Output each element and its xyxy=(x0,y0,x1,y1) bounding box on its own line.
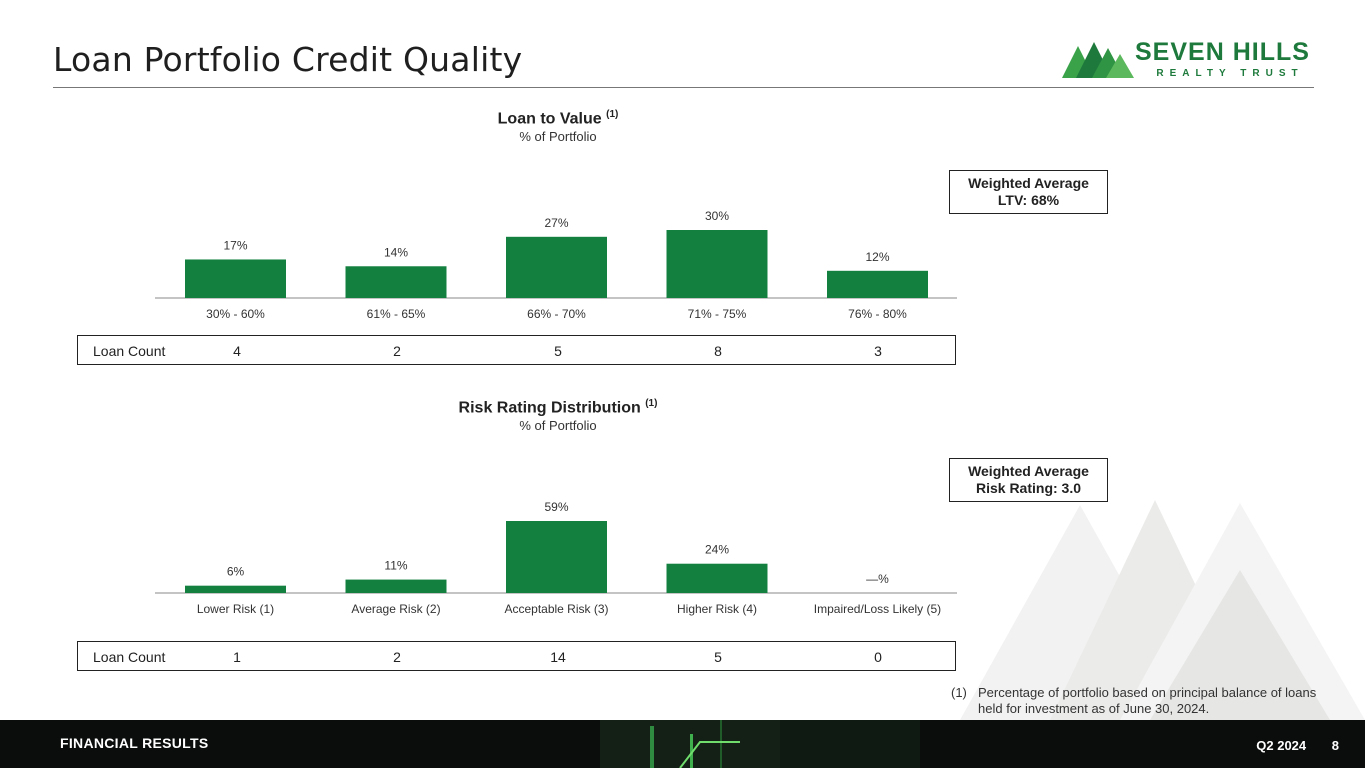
risk-title-footnote: (1) xyxy=(645,398,658,409)
risk-bar xyxy=(185,585,286,593)
footer-bar: FINANCIAL RESULTS Q2 2024 8 xyxy=(0,720,1365,768)
risk-weighted-average-box: Weighted Average Risk Rating: 3.0 xyxy=(949,458,1108,502)
ltv-category-label: 66% - 70% xyxy=(527,307,586,321)
background-mountains xyxy=(960,500,1365,720)
mountains-logo-icon xyxy=(1062,42,1134,78)
footer-meta: Q2 2024 8 xyxy=(1234,738,1339,753)
logo-subtitle: REALTY TRUST xyxy=(1156,68,1304,79)
ltv-loan-count-value: 5 xyxy=(554,343,562,359)
risk-loan-count-value: 14 xyxy=(550,649,566,665)
ltv-title-footnote: (1) xyxy=(606,109,619,120)
footer-period: Q2 2024 xyxy=(1256,738,1307,753)
risk-weighted-average-value: Risk Rating: 3.0 xyxy=(975,480,1082,496)
risk-category-label: Impaired/Loss Likely (5) xyxy=(814,602,941,616)
risk-category-label: Acceptable Risk (3) xyxy=(504,602,608,616)
risk-loan-count-value: 0 xyxy=(874,649,882,665)
risk-chart-title: Risk Rating Distribution (1) xyxy=(459,398,658,417)
risk-loan-count-value: 5 xyxy=(714,649,722,665)
logo-wordmark: SEVEN HILLS xyxy=(1135,38,1310,66)
risk-bar-chart: 6% Lower Risk (1) 11% Average Risk (2) 59% Ac… xyxy=(155,500,957,616)
ltv-loan-count-row: Loan Count 4 2 5 8 3 xyxy=(77,335,956,365)
ltv-bar xyxy=(827,270,928,298)
risk-data-label: —% xyxy=(866,572,889,586)
ltv-category-label: 30% - 60% xyxy=(206,307,265,321)
ltv-data-label: 27% xyxy=(544,216,568,230)
footer-section-label: FINANCIAL RESULTS xyxy=(60,735,209,751)
risk-bar xyxy=(506,521,607,593)
page-number: 8 xyxy=(1331,738,1339,753)
ltv-loan-count-value: 4 xyxy=(233,343,241,359)
risk-loan-count-value: 2 xyxy=(393,649,401,665)
ltv-weighted-average-box: Weighted Average LTV: 68% xyxy=(949,170,1108,214)
risk-data-label: 11% xyxy=(384,559,407,573)
ltv-weighted-average-line1: Weighted Average xyxy=(968,175,1089,191)
ltv-data-label: 30% xyxy=(705,209,729,223)
ltv-weighted-average-value: LTV: 68% xyxy=(997,192,1060,208)
ltv-bar xyxy=(506,236,607,298)
ltv-category-label: 61% - 65% xyxy=(367,307,426,321)
risk-loan-count-value: 1 xyxy=(233,649,241,665)
ltv-chart-title: Loan to Value (1) xyxy=(498,109,619,128)
ltv-bar xyxy=(345,266,447,298)
footer-background-graphic xyxy=(600,720,920,768)
footnote-marker: (1) xyxy=(951,685,967,700)
risk-category-label: Lower Risk (1) xyxy=(197,602,274,616)
ltv-loan-count-label: Loan Count xyxy=(93,343,166,359)
ltv-bar-chart: 17% 30% - 60% 14% 61% - 65% 27% 66% - 70% 30% 7… xyxy=(155,209,957,321)
ltv-title-text: Loan to Value xyxy=(497,110,602,128)
risk-loan-count-row: Loan Count 1 2 14 5 0 xyxy=(77,641,956,671)
title-divider xyxy=(53,87,1314,88)
ltv-bar xyxy=(666,230,768,298)
ltv-data-label: 17% xyxy=(223,238,247,252)
risk-weighted-average-line1: Weighted Average xyxy=(968,463,1089,479)
risk-data-label: 24% xyxy=(705,543,729,557)
ltv-loan-count-value: 3 xyxy=(874,343,882,359)
risk-bar xyxy=(666,563,768,593)
company-logo: SEVEN HILLS REALTY TRUST xyxy=(1062,38,1322,84)
risk-chart-subtitle: % of Portfolio xyxy=(519,418,597,433)
footnote-text: Percentage of portfolio based on princip… xyxy=(978,685,1317,716)
risk-bar xyxy=(345,579,447,593)
ltv-data-label: 12% xyxy=(865,250,889,264)
risk-data-label: 6% xyxy=(227,565,245,579)
risk-title-text: Risk Rating Distribution xyxy=(458,399,641,417)
ltv-loan-count-value: 8 xyxy=(714,343,722,359)
ltv-bar xyxy=(185,259,286,298)
ltv-category-label: 71% - 75% xyxy=(688,307,747,321)
risk-category-label: Average Risk (2) xyxy=(351,602,440,616)
risk-category-label: Higher Risk (4) xyxy=(677,602,757,616)
risk-loan-count-label: Loan Count xyxy=(93,649,166,665)
risk-data-label: 59% xyxy=(544,500,568,514)
ltv-category-label: 76% - 80% xyxy=(848,307,907,321)
page-title: Loan Portfolio Credit Quality xyxy=(53,40,523,79)
ltv-loan-count-value: 2 xyxy=(393,343,401,359)
ltv-chart-subtitle: % of Portfolio xyxy=(519,129,597,144)
ltv-data-label: 14% xyxy=(384,245,408,259)
